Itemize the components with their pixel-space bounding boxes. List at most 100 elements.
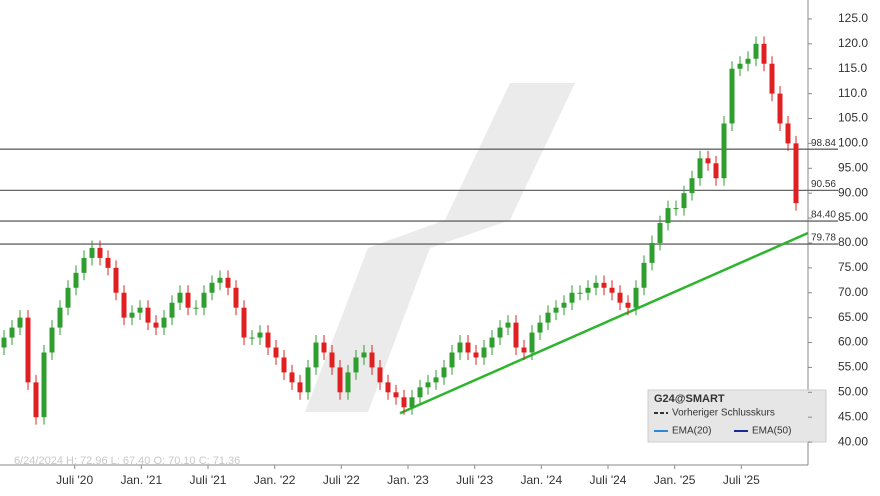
watermark-shape xyxy=(305,248,430,412)
candle-body xyxy=(649,242,655,263)
y-tick-label: 100.0 xyxy=(838,136,868,150)
legend-label: Vorheriger Schlusskurs xyxy=(672,408,775,419)
candle-body xyxy=(729,68,735,124)
watermark xyxy=(305,83,575,412)
candle-body xyxy=(457,342,463,353)
x-tick-label: Jan. '22 xyxy=(254,473,296,487)
candle-body xyxy=(329,352,335,368)
watermark-shape xyxy=(445,83,575,220)
candle-body xyxy=(129,312,135,318)
level-label: 98.84 xyxy=(811,138,836,149)
candle-body xyxy=(97,247,103,258)
candle-body xyxy=(305,367,311,393)
candle-body xyxy=(681,193,687,209)
candle-body xyxy=(41,352,47,418)
candle-body xyxy=(481,347,487,358)
candle-body xyxy=(369,352,375,368)
candle-body xyxy=(497,327,503,338)
candle-body xyxy=(633,287,639,308)
candle-body xyxy=(425,382,431,388)
y-tick-label: 110.0 xyxy=(838,86,867,100)
candle-body xyxy=(641,262,647,288)
level-label: 90.56 xyxy=(811,179,836,190)
y-tick-label: 115.0 xyxy=(838,61,867,75)
candle-body xyxy=(17,317,23,328)
candle-body xyxy=(321,342,327,353)
candle-body xyxy=(337,367,343,393)
candle-body xyxy=(737,63,743,69)
candle-body xyxy=(385,382,391,393)
y-tick-label: 40.00 xyxy=(838,434,868,448)
candle-body xyxy=(609,287,615,293)
candle-body xyxy=(217,277,223,283)
legend: G24@SMART xyxy=(647,389,827,443)
watermark-shape xyxy=(368,220,510,248)
legend-label: EMA(50) xyxy=(752,426,791,437)
candle-body xyxy=(113,267,119,293)
x-tick-label: Juli '22 xyxy=(323,473,360,487)
y-tick-label: 125.0 xyxy=(838,11,868,25)
candle-body xyxy=(793,143,799,204)
candle-body xyxy=(169,302,175,318)
candle-body xyxy=(345,372,351,393)
candle-body xyxy=(9,327,15,338)
level-label: 84.40 xyxy=(811,210,836,221)
candle-body xyxy=(401,397,407,408)
candle-body xyxy=(25,317,31,383)
x-tick-label: Juli '21 xyxy=(190,473,227,487)
candle-body xyxy=(433,377,439,383)
candle-body xyxy=(377,367,383,383)
candle-body xyxy=(577,292,583,294)
candle-body xyxy=(1,337,7,348)
candle-body xyxy=(257,332,263,338)
y-tick-label: 65.00 xyxy=(838,310,868,324)
candle-body xyxy=(265,332,271,348)
candle-body xyxy=(313,342,319,368)
candle-body xyxy=(409,397,415,408)
candle-body xyxy=(489,337,495,348)
x-tick-label: Juli '20 xyxy=(56,473,93,487)
candle-body xyxy=(137,307,143,313)
y-tick-label: 75.00 xyxy=(838,260,868,274)
candle-body xyxy=(617,292,623,303)
candle-body xyxy=(777,93,783,124)
candle-body xyxy=(241,307,247,338)
candle-body xyxy=(625,302,631,308)
x-tick-label: Jan. '24 xyxy=(521,473,563,487)
candle-body xyxy=(177,292,183,303)
candle-body xyxy=(785,123,791,144)
candle-body xyxy=(441,367,447,378)
candle-body xyxy=(201,292,207,308)
candle-body xyxy=(705,158,711,164)
legend-label: EMA(20) xyxy=(672,426,711,437)
candle-body xyxy=(569,292,575,303)
y-tick-label: 90.00 xyxy=(838,185,868,199)
legend-title: G24@SMART xyxy=(654,393,725,405)
candle-body xyxy=(289,372,295,383)
candle-body xyxy=(185,292,191,308)
y-tick-label: 85.00 xyxy=(838,210,868,224)
trend-line xyxy=(399,231,809,415)
candle-body xyxy=(713,163,719,179)
candle-body xyxy=(161,317,167,328)
candle-body xyxy=(545,312,551,323)
candle-body xyxy=(281,357,287,373)
candle-body xyxy=(193,307,199,309)
candle-body xyxy=(153,322,159,328)
y-tick-label: 95.00 xyxy=(838,160,868,174)
candle-body xyxy=(585,287,591,293)
candle-body xyxy=(209,282,215,293)
candle-body xyxy=(689,178,695,194)
candle-body xyxy=(249,337,255,339)
candle-body xyxy=(73,272,79,288)
candle-body xyxy=(553,307,559,313)
candle-body xyxy=(745,58,751,64)
candle-body xyxy=(57,307,63,328)
candle-body xyxy=(361,352,367,358)
x-tick-label: Juli '24 xyxy=(590,473,627,487)
y-tick-label: 60.00 xyxy=(838,335,868,349)
candle-body xyxy=(225,277,231,288)
y-tick-label: 50.00 xyxy=(838,384,868,398)
y-tick-label: 70.00 xyxy=(838,285,868,299)
